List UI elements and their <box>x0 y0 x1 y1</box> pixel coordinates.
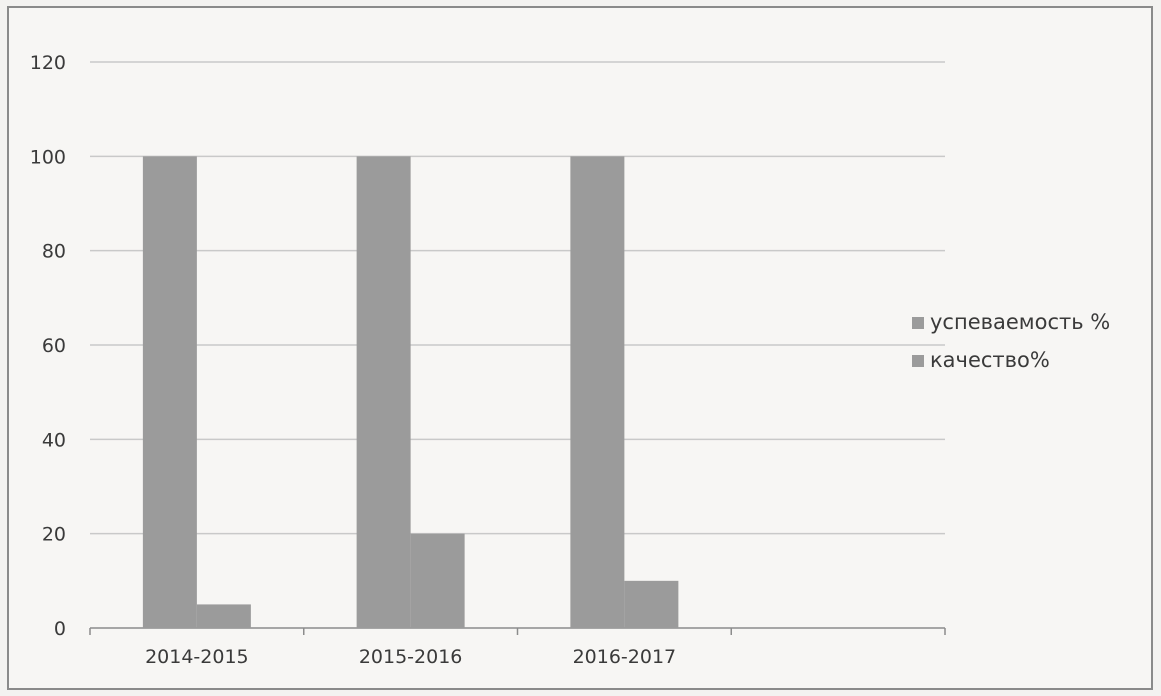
legend-swatch <box>912 317 924 329</box>
y-tick-label: 80 <box>42 241 66 263</box>
bar <box>624 580 679 628</box>
bar <box>570 156 625 629</box>
legend: успеваемость % качество% <box>912 310 1110 372</box>
x-tick-label: 2016-2017 <box>573 646 677 668</box>
axes <box>89 627 946 635</box>
legend-label: качество% <box>930 348 1050 372</box>
y-tick-labels: 0 20 40 60 80 100 120 <box>30 52 66 640</box>
legend-swatch <box>912 355 924 367</box>
bar <box>142 156 197 629</box>
bar <box>196 604 251 628</box>
y-tick-label: 60 <box>42 335 66 357</box>
gridlines <box>90 61 945 535</box>
legend-label: успеваемость % <box>930 310 1110 334</box>
bar <box>410 533 465 628</box>
y-tick-label: 40 <box>42 429 66 451</box>
y-tick-label: 120 <box>30 52 66 74</box>
x-tick-label: 2014-2015 <box>145 646 249 668</box>
x-tick-label: 2015-2016 <box>359 646 463 668</box>
y-tick-label: 20 <box>42 524 66 546</box>
y-tick-label: 0 <box>54 618 66 640</box>
bar <box>356 156 411 629</box>
bars <box>142 156 679 629</box>
x-tick-labels: 2014-2015 2015-2016 2016-2017 <box>145 646 676 668</box>
y-tick-label: 100 <box>30 146 66 168</box>
